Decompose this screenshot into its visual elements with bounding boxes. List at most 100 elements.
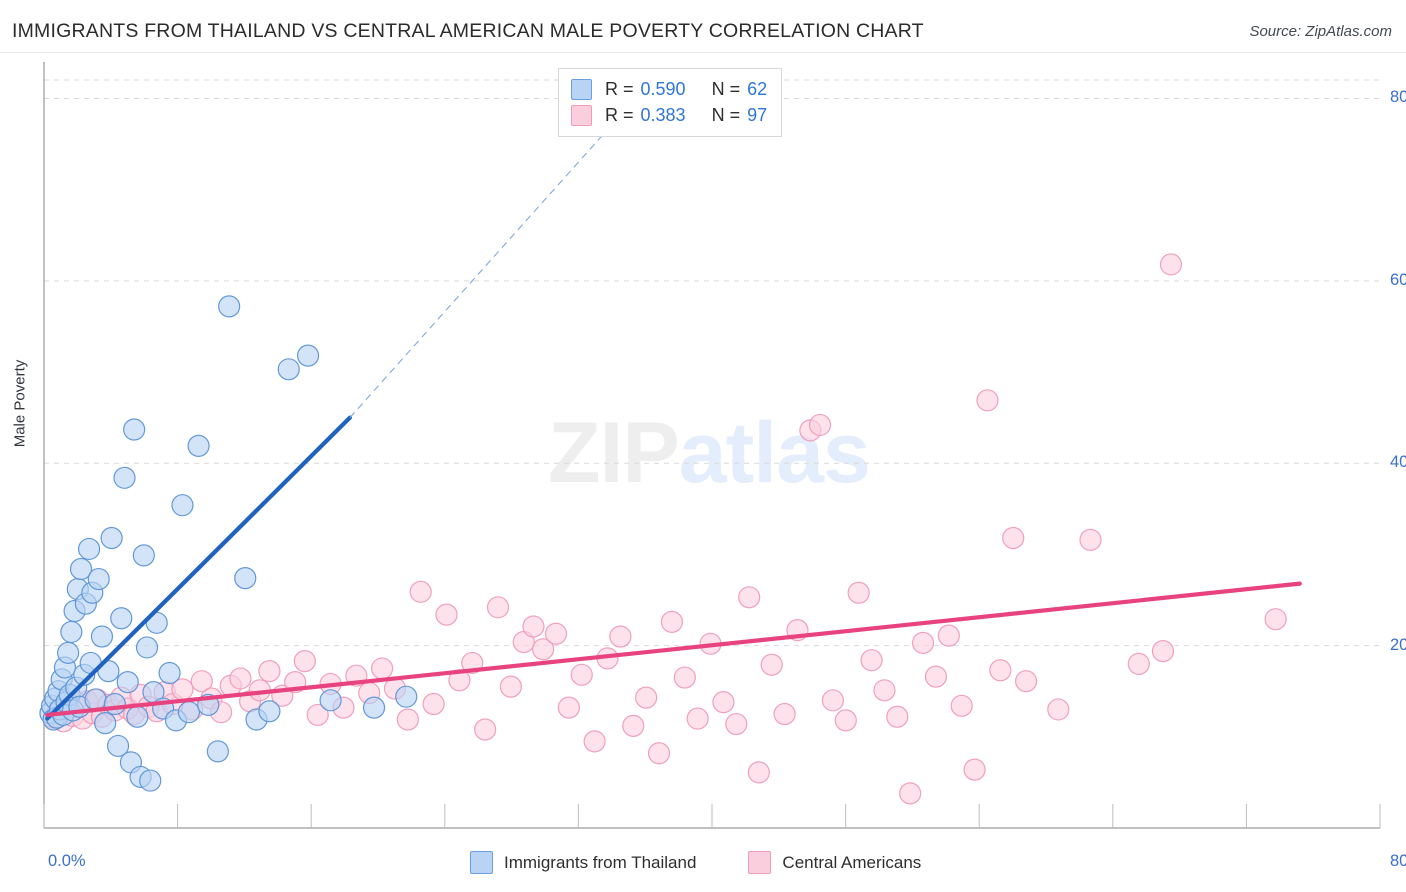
scatter-point [57,641,80,665]
scatter-point [499,675,522,698]
scatter-point [135,636,159,659]
scatter-point [635,686,658,709]
n-label-pink: N = [711,104,741,125]
legend-swatch-blue [571,78,592,100]
stat-row-central-americans: R = 0.383 N = 97 [571,102,767,128]
scatter-point [1159,253,1183,276]
y-tick-label-60: 60.0% [1390,270,1406,289]
axis-lines [43,62,1380,829]
scatter-point [126,705,149,728]
scatter-point [747,761,770,784]
scatter-point [123,418,146,441]
scatter-point [396,708,419,731]
scatter-point [409,580,432,603]
scatter-point [90,625,114,648]
legend-swatch-central-americans [748,851,772,874]
scatter-point [1151,639,1175,663]
scatter-point [77,537,101,561]
scatter-point [660,610,684,634]
scatter-point [712,691,735,714]
scatter-point [234,567,257,590]
scatter-point [1264,608,1287,631]
scatter-point [1002,526,1025,550]
scatter-point [738,586,761,609]
r-value-blue: 0.590 [640,78,686,99]
scatter-point [293,650,316,673]
scatter-point [963,758,986,781]
scatter-point [886,705,909,728]
scatter-point [362,696,386,719]
x-tick-label-min: 0.0% [48,852,86,870]
scatter-point [725,712,748,736]
scatter-point [847,581,870,604]
y-tick-label-40: 40.0% [1390,453,1406,472]
scatter-point [187,434,210,458]
scatter-point [395,685,418,708]
scatter-point [937,624,960,647]
scatter-point [1014,670,1038,693]
scatter-point [422,692,445,716]
x-tick-label-max: 80.0% [1390,852,1406,870]
scatter-point [171,494,194,517]
scatter-point [139,769,162,792]
scatter-point [1127,652,1150,675]
y-tick-label-80: 80.0% [1390,88,1406,107]
scatter-point [116,670,139,694]
scatter-point [1079,528,1102,551]
scatter-point [570,663,593,686]
legend-label-thailand: Immigrants from Thailand [504,852,697,872]
legend-item-immigrants-thailand[interactable]: Immigrants from Thailand [470,851,748,874]
scatter-point [544,622,568,645]
scatter-point [103,692,126,716]
legend-item-central-americans[interactable]: Central Americans [748,851,973,874]
legend-label-central-americans: Central Americans [782,852,922,872]
scatter-points-immigrants-thailand [39,295,418,792]
scatter-point [976,389,999,412]
scatter-point [924,665,948,688]
scatter-point [132,544,155,567]
series-legend: Immigrants from Thailand Central America… [470,851,973,874]
scatter-point [158,661,181,685]
gridlines [44,79,1380,647]
trendline-thailand [45,415,352,721]
n-value-pink: 97 [747,104,768,125]
scatter-point [435,603,458,626]
scatter-point [1047,698,1070,721]
scatter-point [609,625,632,648]
legend-swatch-pink [571,104,592,126]
scatter-point [834,709,857,732]
header-divider [0,52,1406,53]
scatter-point [319,689,342,712]
scatter-point [821,689,845,712]
scatter-point [218,295,241,318]
scatter-point [950,694,973,717]
scatter-point [583,730,606,753]
scatter-point [94,712,117,735]
page-title: IMMIGRANTS FROM THAILAND VS CENTRAL AMER… [12,20,924,42]
r-label-blue: R = [605,78,634,99]
scatter-point [522,615,545,638]
scatter-point [258,660,281,683]
scatter-point [773,702,796,726]
trendline-thailand-extension [349,75,657,419]
scatter-point [808,413,832,437]
scatter-point [531,638,555,661]
scatter-point [647,742,671,765]
scatter-point [69,557,93,581]
scatter-point [206,740,229,763]
scatter-point [911,631,935,654]
trendline-central-americans [45,581,1302,718]
scatter-point [87,567,110,591]
scatter-point [113,466,136,489]
scatter-point [860,649,883,672]
n-value-blue: 62 [747,78,768,99]
scatter-point [760,653,783,676]
scatter-point [60,620,83,644]
scatter-point [989,659,1012,682]
scatter-point [673,666,696,689]
r-label-pink: R = [605,104,634,125]
scatter-point [486,596,510,619]
scatter-point [686,707,709,730]
